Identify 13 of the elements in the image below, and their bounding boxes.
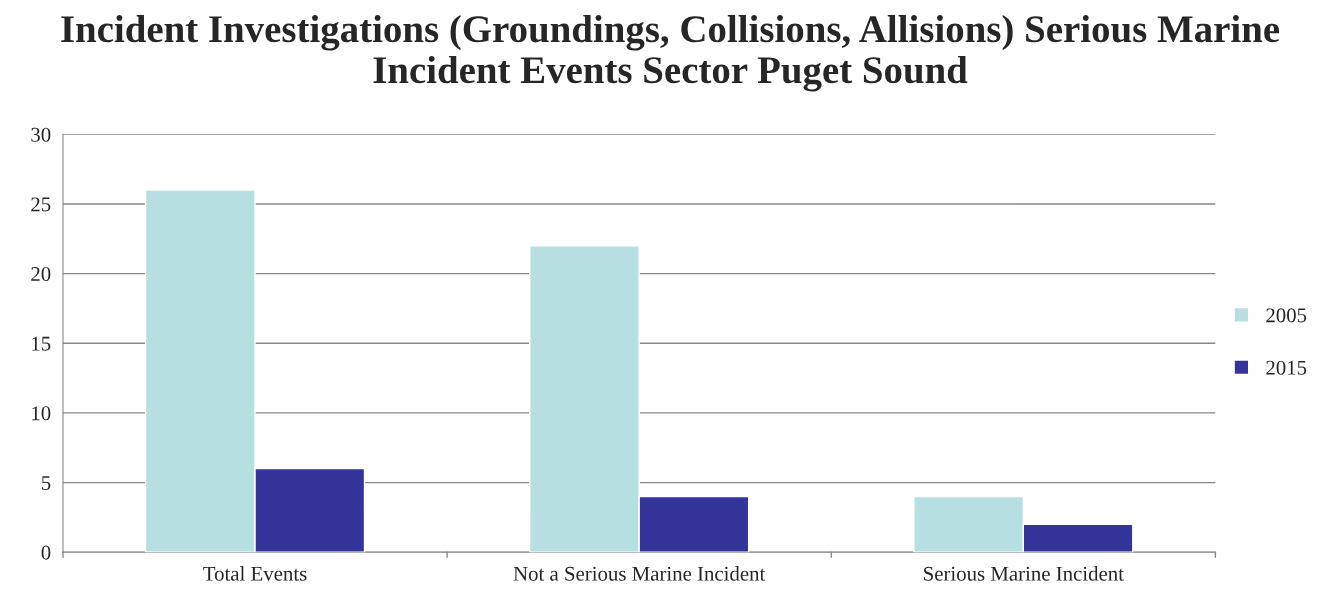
- y-tick-label: 5: [41, 476, 51, 491]
- y-tick-label: 30: [31, 127, 51, 142]
- x-tick-label: Total Events: [203, 566, 307, 581]
- y-tick-label: 15: [32, 336, 51, 351]
- legend-label: 2015: [1266, 360, 1307, 375]
- x-tick-label: Serious Marine Incident: [924, 566, 1124, 581]
- y-tick-label: 25: [31, 197, 51, 212]
- chart-title: Incident Investigations (Groundings, Collisions, Allisions) Serious Marine Incident Events Sector Puget Sound: [61, 14, 1280, 92]
- x-tick-label: Not a Serious Marine Incident: [513, 566, 766, 581]
- legend-label: 2005: [1266, 308, 1307, 323]
- y-tick-label: 10: [32, 406, 51, 421]
- y-tick-label: 0: [41, 545, 51, 560]
- y-tick-label: 20: [31, 267, 51, 282]
